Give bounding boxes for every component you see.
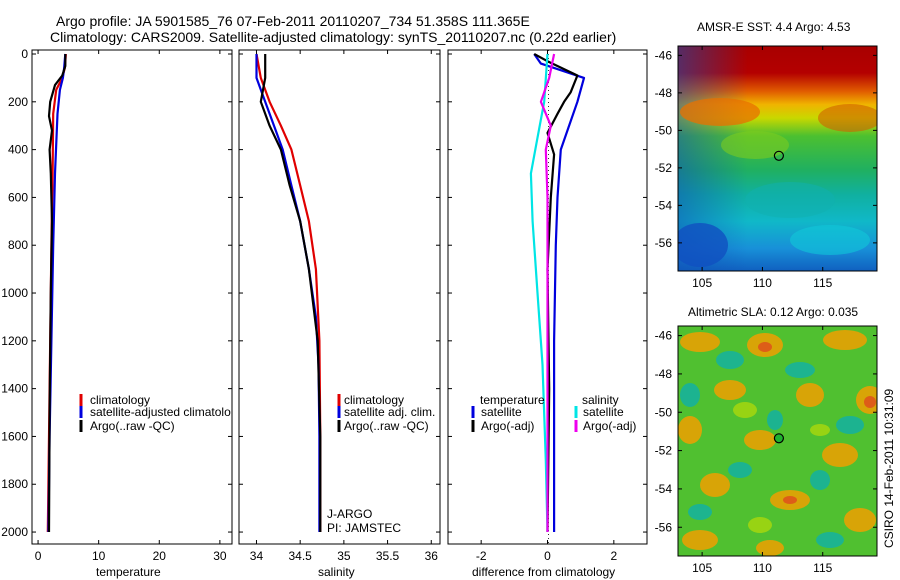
series-line-salinity-satellite [529, 53, 549, 533]
map-xtick-label: 105 [692, 276, 712, 290]
xtick-label: 2 [610, 549, 617, 563]
difference-xlabel: difference from climatology [472, 565, 615, 579]
salinity-series [255, 53, 322, 532]
map-xtick-label: 105 [692, 561, 712, 575]
map-ytick-label: -56 [655, 236, 673, 250]
series-line-argo [47, 54, 67, 533]
legend-label-sal-satellite: satellite [583, 405, 624, 419]
xtick-label: 36 [425, 549, 439, 563]
legend-label-argo: Argo(..raw -QC) [90, 419, 175, 433]
salinity-legend: climatology satellite adj. clim. Argo(..… [327, 393, 435, 535]
title-line1: Argo profile: JA 5901585_76 07-Feb-2011 … [56, 13, 530, 29]
map-ytick-label: -54 [655, 482, 673, 496]
ytick-label: 1000 [1, 286, 28, 300]
series-line-salinity-argo [539, 53, 556, 532]
sla-low-anomalies [680, 351, 864, 548]
xtick-label: 0 [35, 549, 42, 563]
legend-label-temp-argo: Argo(-adj) [481, 419, 534, 433]
map-xtick-label: 110 [753, 276, 772, 290]
map-ytick-label: -50 [655, 405, 673, 419]
ytick-label: 1200 [1, 334, 28, 348]
map-ytick-label: -46 [655, 329, 673, 343]
xtick-label: 35.5 [376, 549, 400, 563]
ytick-label: 1400 [1, 382, 28, 396]
map-xtick-label: 115 [813, 276, 832, 290]
map-ytick-label: -52 [655, 161, 673, 175]
sst-heatmap [678, 46, 877, 271]
sst-argo-position-marker [773, 150, 785, 161]
map-ytick-label: -48 [655, 86, 673, 100]
map-ytick-label: -50 [655, 123, 673, 137]
depth-ticks: 0 200 400 600 800 1000 1200 1400 1600 1800 2000 [1, 47, 647, 539]
sla-map-ticks: 105 110 115 -46 -48 -50 -52 -54 -56 [655, 326, 877, 575]
sla-map-frame [677, 325, 878, 557]
sst-map-frame [677, 45, 878, 272]
sla-high-anomalies [678, 330, 877, 556]
ytick-label: 400 [8, 143, 28, 157]
sla-peak-anomalies [758, 342, 876, 504]
difference-ticks: -2 0 2 [476, 50, 617, 563]
legend-header-salinity: salinity [582, 393, 619, 407]
sla-light-regions [733, 402, 830, 533]
xtick-label: 0 [544, 549, 551, 563]
xtick-label: 35 [337, 549, 351, 563]
map-xtick-label: 110 [753, 561, 772, 575]
series-line-temperature-satellite [533, 53, 586, 532]
xtick-label: 34.5 [288, 549, 312, 563]
sst-blue-patch [678, 223, 728, 267]
map-ytick-label: -52 [655, 444, 673, 458]
sst-warm-patch [818, 104, 877, 132]
legend-label-sal-argo: Argo(-adj) [583, 419, 636, 433]
xtick-label: 10 [92, 549, 106, 563]
map-xtick-label: 115 [813, 561, 832, 575]
legend-label-temp-satellite: satellite [481, 405, 522, 419]
sst-green-patch [721, 131, 789, 159]
legend-label-satellite: satellite adj. clim. [344, 405, 435, 419]
pi-annotation: PI: JAMSTEC [327, 521, 401, 535]
xtick-label: 34 [250, 549, 264, 563]
salinity-ticks: 34 34.5 35 35.5 36 [250, 50, 438, 563]
legend-label-argo: Argo(..raw -QC) [344, 419, 429, 433]
sst-teal-patch [745, 182, 835, 218]
ytick-label: 2000 [1, 525, 28, 539]
ytick-label: 1600 [1, 429, 28, 443]
temperature-legend: climatology satellite-adjusted climatolo… [79, 393, 231, 433]
ytick-label: 600 [8, 190, 28, 204]
temperature-xlabel: temperature [96, 565, 161, 579]
ytick-label: 0 [21, 47, 28, 61]
sst-map-ticks: 105 110 115 -46 -48 -50 -52 -54 -56 [655, 46, 877, 290]
map-ytick-label: -48 [655, 367, 673, 381]
ytick-label: 1800 [1, 477, 28, 491]
title-line2: Climatology: CARS2009. Satellite-adjuste… [50, 29, 616, 45]
ytick-label: 200 [8, 95, 28, 109]
sst-map-title: AMSR-E SST: 4.4 Argo: 4.53 [697, 20, 851, 34]
temperature-series [46, 53, 67, 533]
map-ytick-label: -54 [655, 198, 673, 212]
xtick-label: -2 [476, 549, 487, 563]
sst-warm-patch [680, 98, 760, 126]
sst-cyan-patch [790, 225, 870, 255]
salinity-xlabel: salinity [318, 565, 355, 579]
legend-label-satellite: satellite-adjusted climatolo [90, 405, 231, 419]
sla-argo-position-marker [773, 433, 785, 444]
xtick-label: 30 [213, 549, 227, 563]
credit-stamp: CSIRO 14-Feb-2011 10:31:09 [882, 388, 896, 548]
difference-series [529, 53, 586, 533]
ytick-label: 800 [8, 238, 28, 252]
xtick-label: 20 [153, 549, 167, 563]
legend-header-temperature: temperature [480, 393, 545, 407]
map-ytick-label: -46 [655, 48, 673, 62]
legend-label-climatology: climatology [344, 393, 404, 407]
temperature-axes [31, 49, 233, 545]
temperature-ticks: 0 10 20 30 [35, 50, 227, 563]
legend-label-climatology: climatology [90, 393, 150, 407]
sla-map-title: Altimetric SLA: 0.12 Argo: 0.035 [688, 305, 858, 319]
program-annotation: J-ARGO [327, 507, 372, 521]
series-line-argo [259, 54, 322, 532]
map-ytick-label: -56 [655, 520, 673, 534]
difference-legend: temperature satellite Argo(-adj) salinit… [471, 393, 636, 433]
